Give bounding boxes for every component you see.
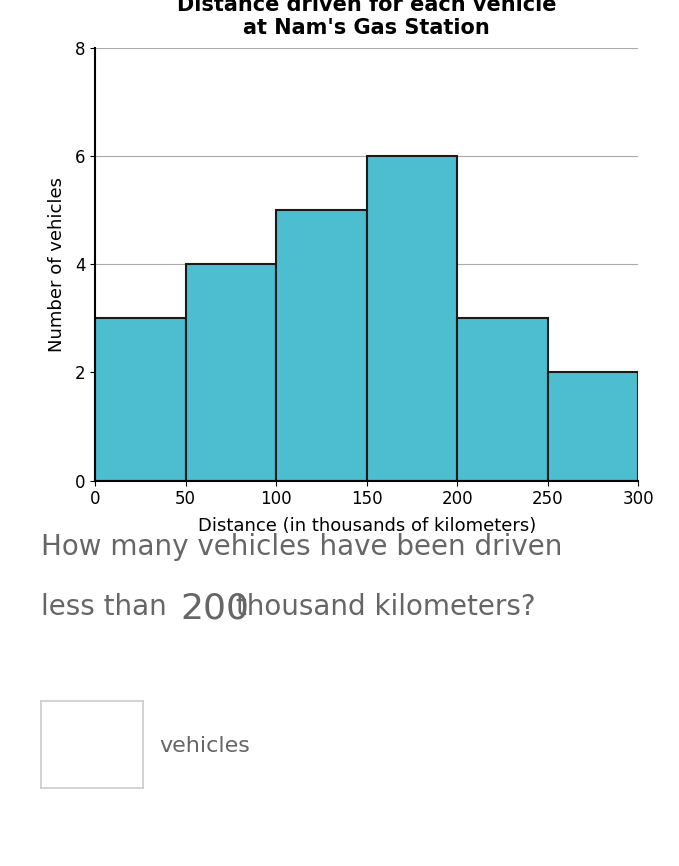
Bar	[276, 210, 367, 481]
Text: 200: 200	[180, 591, 249, 625]
Bar	[548, 372, 638, 481]
Y-axis label: Number of vehicles: Number of vehicles	[48, 177, 67, 352]
Bar	[367, 156, 457, 481]
Text: thousand kilometers?: thousand kilometers?	[227, 593, 536, 621]
Bar	[185, 264, 276, 481]
Text: How many vehicles have been driven: How many vehicles have been driven	[41, 533, 562, 560]
Bar	[457, 319, 548, 481]
Text: vehicles: vehicles	[160, 736, 251, 757]
X-axis label: Distance (in thousands of kilometers): Distance (in thousands of kilometers)	[198, 517, 536, 534]
Bar	[95, 319, 185, 481]
Text: less than: less than	[41, 593, 175, 621]
Title: Distance driven for each vehicle
at Nam's Gas Station: Distance driven for each vehicle at Nam'…	[177, 0, 556, 38]
